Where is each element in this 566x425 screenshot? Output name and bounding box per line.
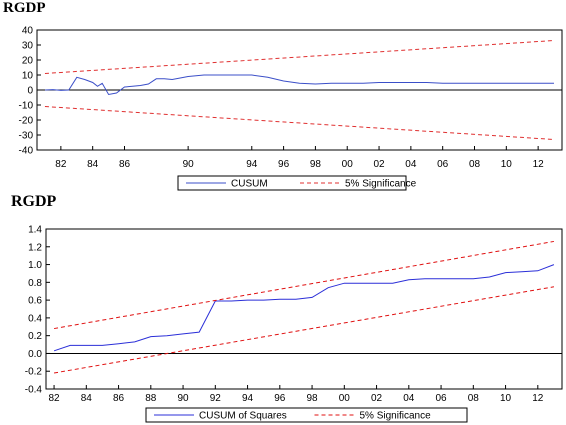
x-tick-label: 90: [178, 393, 190, 404]
upper-significance-line: [53, 240, 555, 330]
chart1-title: RGDP: [3, 0, 46, 16]
x-tick-label: 84: [81, 393, 93, 404]
y-tick-label: -0.2: [25, 367, 43, 378]
y-tick-label: 0.8: [28, 278, 42, 289]
legend-label: 5% Significance: [345, 179, 417, 190]
x-tick-label: 96: [278, 159, 290, 170]
y-tick-label: 20: [22, 56, 34, 67]
x-tick-label: 86: [113, 393, 125, 404]
y-tick-label: 1.2: [28, 242, 42, 253]
chart1-group: -40 -30 -20 -10 0 10 20 30 40 82 84 86 90 94 96 98 00 02 0…: [19, 26, 563, 191]
y-tick-label: 0.2: [28, 331, 42, 342]
y-tick-label: 40: [22, 26, 34, 37]
upper-significance-line: [44, 40, 555, 74]
y-tick-label: 0: [27, 86, 33, 97]
legend-label: CUSUM of Squares: [199, 411, 287, 422]
x-tick-label: 04: [403, 393, 415, 404]
x-tick-label: 00: [342, 159, 354, 170]
x-tick-label: 90: [183, 159, 195, 170]
legend-box: [177, 175, 407, 191]
x-tick-label: 88: [145, 393, 157, 404]
x-tick-label: 08: [468, 393, 480, 404]
x-tick-label: 98: [307, 393, 319, 404]
x-tick-label: 02: [373, 159, 385, 170]
x-tick-label: 08: [469, 159, 481, 170]
x-tick-label: 86: [119, 159, 131, 170]
x-tick-label: 02: [371, 393, 383, 404]
y-tick-label: 30: [22, 41, 34, 52]
y-tick-label: -0.4: [25, 385, 43, 396]
y-tick-label: 1.4: [28, 225, 42, 236]
x-tick-label: 10: [501, 159, 513, 170]
legend-label: CUSUM: [231, 179, 268, 190]
x-tick-label: 12: [533, 159, 545, 170]
x-tick-label: 06: [437, 159, 449, 170]
x-tick-label: 82: [49, 393, 61, 404]
x-tick-label: 98: [310, 159, 322, 170]
series-line: [53, 264, 555, 352]
x-tick-label: 00: [339, 393, 351, 404]
series-line: [44, 74, 554, 96]
chart2-group: -0.4 -0.2 0.0 0.2 0.4 0.6 0.8 1.0 1.2 1.4 82 84 86 88…: [25, 225, 563, 423]
x-tick-label: 96: [274, 393, 286, 404]
lower-significance-line: [53, 286, 555, 374]
lower-significance-line: [44, 106, 555, 140]
x-tick-label: 10: [500, 393, 512, 404]
x-tick-label: 04: [405, 159, 417, 170]
y-tick-label: -10: [19, 101, 34, 112]
x-tick-label: 84: [87, 159, 99, 170]
y-tick-label: 0.4: [28, 313, 42, 324]
x-tick-label: 94: [246, 159, 258, 170]
x-tick-label: 92: [210, 393, 222, 404]
legend-box: [145, 407, 468, 423]
chart2-frame: [45, 228, 563, 390]
x-tick-label: 12: [532, 393, 544, 404]
y-tick-label: -40: [19, 146, 34, 157]
x-tick-label: 06: [436, 393, 448, 404]
chart2-title: RGDP: [11, 193, 57, 210]
y-tick-label: -30: [19, 131, 34, 142]
y-tick-label: 0.6: [28, 296, 42, 307]
y-tick-label: -20: [19, 116, 34, 127]
x-tick-label: 94: [242, 393, 254, 404]
y-tick-label: 10: [22, 71, 34, 82]
y-tick-label: 1.0: [28, 260, 42, 271]
y-tick-label: 0.0: [28, 349, 42, 360]
x-tick-label: 82: [55, 159, 67, 170]
legend-label: 5% Significance: [360, 411, 432, 422]
